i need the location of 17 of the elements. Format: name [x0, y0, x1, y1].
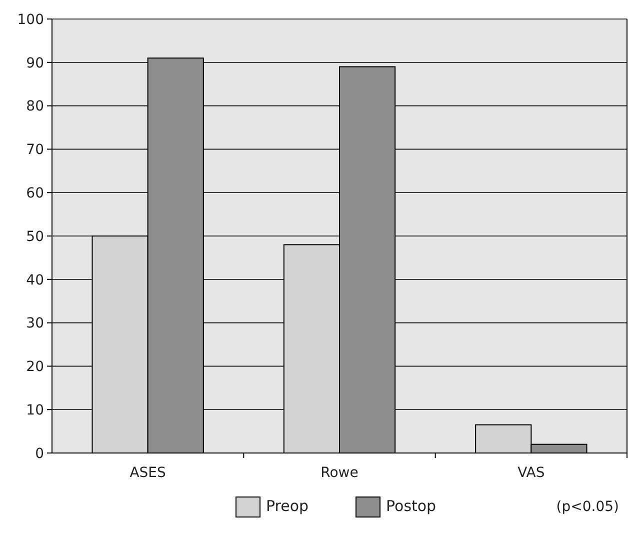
text: (p<0.05): [556, 499, 619, 515]
x-tick-label: ASES: [130, 465, 166, 481]
y-tick-label: 90: [26, 55, 44, 72]
y-tick-label: 0: [35, 446, 44, 462]
y-tick-label: 10: [26, 402, 44, 418]
y-tick-label: 30: [26, 316, 44, 332]
y-tick-label: 20: [26, 359, 44, 376]
x-tick-label: VAS: [518, 465, 545, 481]
y-tick-label: 60: [26, 186, 44, 202]
y-tick-label: 50: [26, 228, 44, 245]
legend-label: Postop: [386, 497, 436, 515]
y-tick-label: 70: [26, 142, 44, 158]
legend-label: Preop: [266, 497, 309, 515]
x-tick-label: Rowe: [320, 465, 358, 481]
y-tick-label: 100: [17, 12, 44, 28]
y-tick-label: 80: [26, 98, 44, 115]
y-tick-label: 40: [26, 272, 44, 288]
